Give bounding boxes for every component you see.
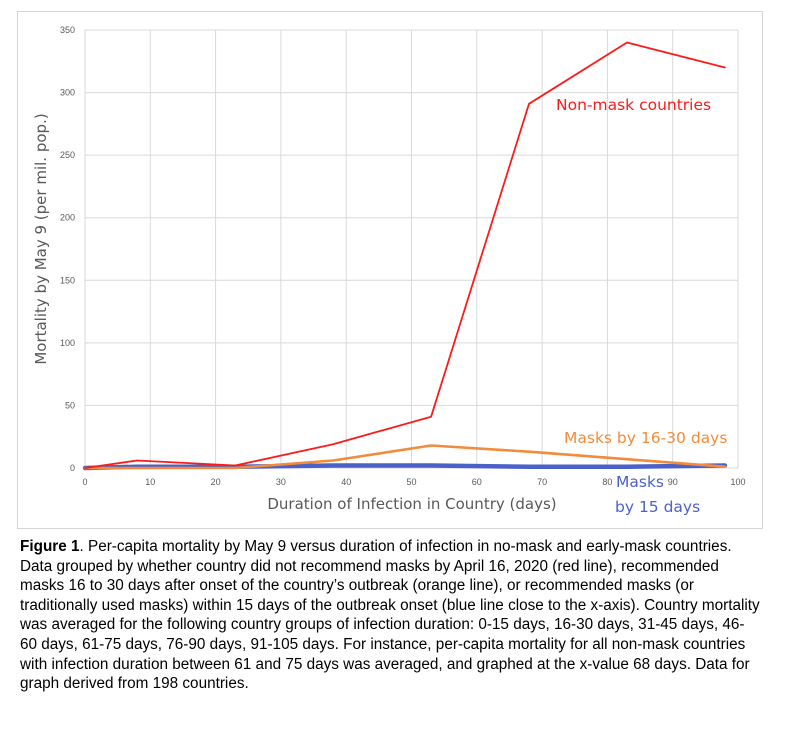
- y-tick-label: 250: [60, 150, 75, 160]
- annotation-non-mask: Non-mask countries: [556, 96, 711, 114]
- x-tick-label: 20: [211, 477, 221, 487]
- figure-caption: Figure 1. Per-capita mortality by May 9 …: [20, 537, 760, 694]
- x-tick-label: 90: [668, 477, 678, 487]
- x-tick-label: 100: [730, 477, 745, 487]
- y-tick-label: 150: [60, 275, 75, 285]
- x-tick-label: 80: [602, 477, 612, 487]
- caption-text: . Per-capita mortality by May 9 versus d…: [20, 538, 760, 693]
- annotation-by-15-days: by 15 days: [615, 498, 700, 516]
- x-tick-label: 70: [537, 477, 547, 487]
- line-chart: 0 10 20 30 40 50 60 70 80 90 100 0 50 100 150 200 250 300…: [32, 25, 746, 516]
- x-tick-label: 50: [406, 477, 416, 487]
- annotation-masks: Masks: [616, 473, 664, 491]
- x-tick-label: 40: [341, 477, 351, 487]
- series-lines: [82, 41, 728, 471]
- x-tick-label: 30: [276, 477, 286, 487]
- x-tick-label: 10: [145, 477, 155, 487]
- x-axis-title: Duration of Infection in Country (days): [267, 495, 556, 513]
- y-tick-label: 50: [65, 400, 75, 410]
- y-tick-label: 0: [70, 463, 75, 473]
- x-tick-label: 60: [472, 477, 482, 487]
- y-tick-label: 100: [60, 338, 75, 348]
- x-tick-label: 0: [82, 477, 87, 487]
- series-line-masks-16-30: [83, 444, 727, 470]
- y-tick-label: 200: [60, 213, 75, 223]
- chart-area: 0 10 20 30 40 50 60 70 80 90 100 0 50 100 150 200 250 300…: [17, 11, 763, 529]
- y-axis-title: Mortality by May 9 (per mil. pop.): [32, 113, 50, 364]
- y-tick-label: 350: [60, 25, 75, 35]
- series-line-non-mask: [84, 41, 726, 469]
- annotation-masks-16-30: Masks by 16-30 days: [564, 429, 727, 447]
- y-tick-label: 300: [60, 88, 75, 98]
- tick-labels: 0 10 20 30 40 50 60 70 80 90 100 0 50 100 150 200 250 300…: [60, 25, 746, 487]
- figure-label: Figure 1: [20, 538, 80, 555]
